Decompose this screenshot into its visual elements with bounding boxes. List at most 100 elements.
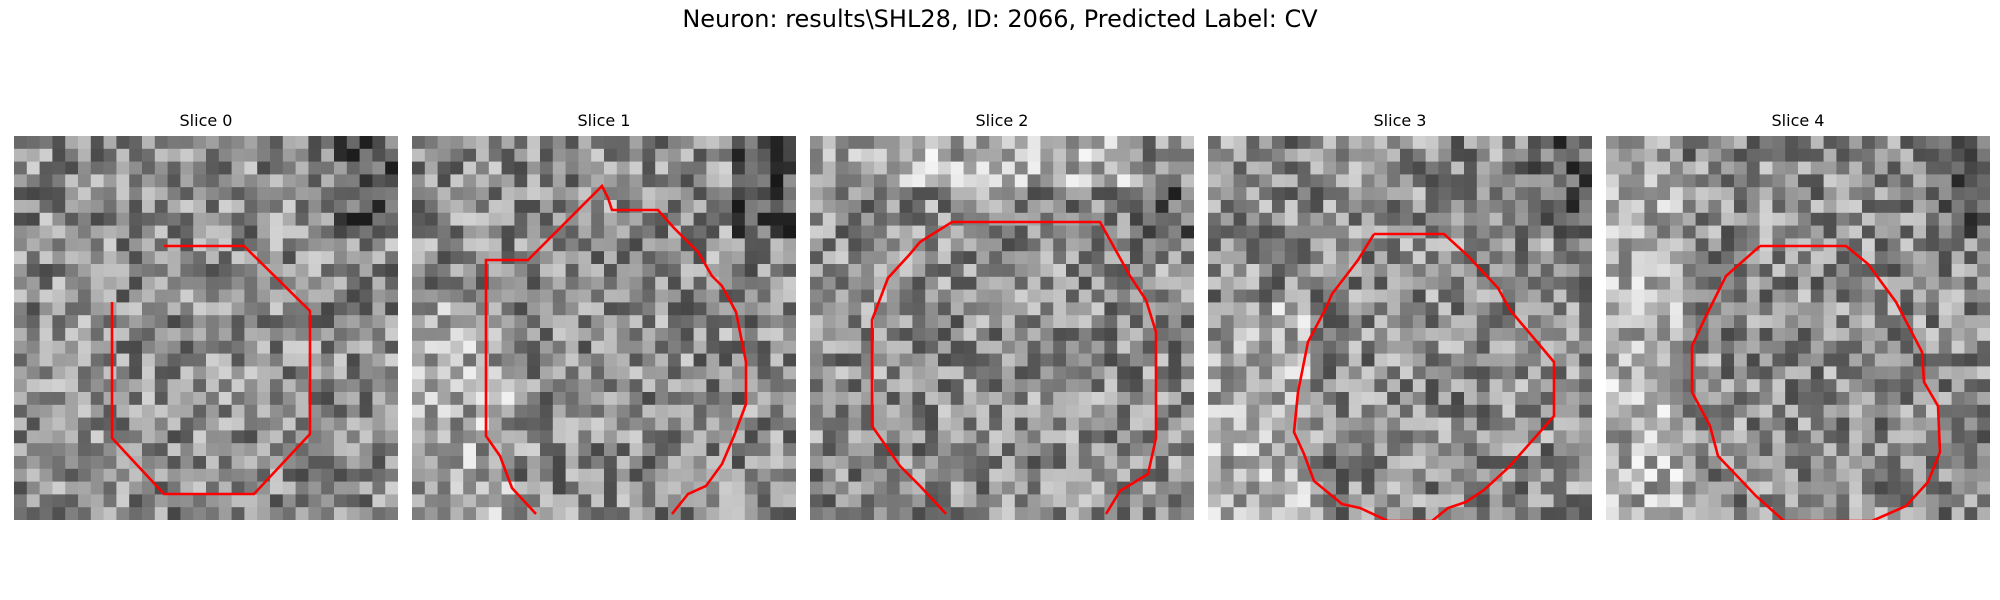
pixel	[514, 468, 528, 483]
pixel	[90, 187, 105, 201]
pixel	[1130, 404, 1144, 419]
pixel	[1246, 353, 1260, 367]
pixel	[282, 417, 297, 431]
pixel	[616, 251, 631, 265]
pixel	[706, 417, 720, 431]
pixel	[39, 353, 53, 367]
pixel	[1117, 430, 1131, 444]
pixel	[1785, 302, 1799, 316]
pixel	[129, 225, 143, 239]
pixel	[488, 494, 503, 508]
pixel	[14, 187, 28, 201]
pixel	[1913, 392, 1927, 406]
pixel	[1374, 340, 1388, 355]
pixel	[1746, 264, 1761, 278]
pixel	[1951, 238, 1965, 252]
pixel	[1310, 379, 1324, 393]
pixel	[1361, 251, 1375, 265]
pixel	[424, 136, 439, 150]
pixel	[1772, 340, 1786, 355]
pixel	[1798, 404, 1812, 419]
pixel	[1272, 507, 1286, 520]
pixel	[1272, 289, 1286, 303]
pixel	[321, 366, 335, 380]
pixel	[1117, 353, 1131, 367]
pixel	[488, 225, 503, 239]
pixel	[1759, 289, 1773, 303]
pixel	[1246, 302, 1260, 316]
pixel	[1721, 340, 1735, 355]
pixel	[616, 481, 631, 495]
pixel	[527, 225, 541, 239]
pixel	[1913, 187, 1927, 201]
pixel	[142, 238, 156, 252]
pixel	[244, 456, 258, 470]
pixel	[385, 404, 398, 419]
pixel	[899, 161, 913, 175]
pixel	[1348, 315, 1363, 329]
pixel	[78, 200, 92, 214]
pixel	[501, 161, 515, 175]
pixel	[385, 315, 398, 329]
pixel	[1387, 404, 1401, 419]
pixel	[78, 456, 92, 470]
pixel	[244, 276, 258, 291]
pixel	[810, 340, 824, 355]
pixel	[655, 404, 669, 419]
pixel	[719, 174, 733, 188]
pixel	[783, 200, 796, 214]
pixel	[770, 456, 784, 470]
pixel	[1772, 468, 1786, 483]
pixel	[1721, 289, 1735, 303]
pixel	[180, 174, 194, 188]
pixel	[1849, 353, 1863, 367]
pixel	[1926, 161, 1940, 175]
pixel	[501, 379, 515, 393]
pixel	[1027, 212, 1041, 227]
pixel	[1168, 174, 1182, 188]
pixel	[1566, 276, 1580, 291]
pixel	[744, 417, 759, 431]
pixel	[1464, 468, 1478, 483]
pixel	[1208, 200, 1222, 214]
pixel	[321, 174, 335, 188]
pixel	[1528, 136, 1542, 150]
pixel	[1836, 276, 1850, 291]
pixel	[154, 443, 169, 457]
pixel	[1464, 481, 1478, 495]
pixel	[1836, 200, 1850, 214]
pixel	[1810, 392, 1825, 406]
pixel	[1014, 417, 1029, 431]
pixel	[1451, 289, 1465, 303]
pixel	[861, 507, 875, 520]
pixel	[1502, 481, 1516, 495]
pixel	[1631, 417, 1645, 431]
pixel	[1631, 148, 1645, 163]
pixel	[1682, 468, 1697, 483]
pixel	[874, 161, 888, 175]
pixel	[1233, 187, 1247, 201]
pixel	[1400, 353, 1414, 367]
pixel	[1387, 264, 1401, 278]
pixel	[527, 251, 541, 265]
pixel	[1066, 148, 1080, 163]
pixel	[385, 200, 398, 214]
pixel	[1913, 251, 1927, 265]
pixel	[629, 468, 643, 483]
pixel	[1746, 238, 1761, 252]
pixel	[501, 302, 515, 316]
pixel	[142, 430, 156, 444]
pixel	[1938, 276, 1953, 291]
pixel	[1438, 161, 1452, 175]
pixel	[282, 251, 297, 265]
pixel	[1451, 340, 1465, 355]
pixel	[142, 404, 156, 419]
pixel	[719, 456, 733, 470]
pixel	[938, 404, 952, 419]
pixel	[578, 494, 592, 508]
pixel	[604, 302, 618, 316]
pixel	[244, 494, 258, 508]
pixel	[437, 328, 451, 342]
pixel	[1862, 302, 1876, 316]
pixel	[925, 507, 939, 520]
